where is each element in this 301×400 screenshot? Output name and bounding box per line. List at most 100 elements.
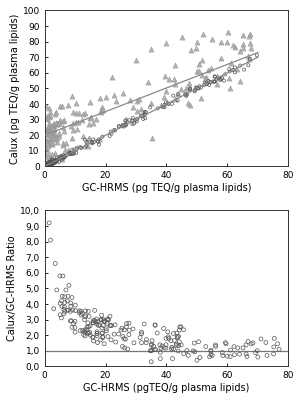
Point — [69, 147, 74, 153]
Point — [122, 327, 127, 333]
Point — [123, 117, 128, 124]
Point — [213, 74, 218, 80]
Point — [194, 357, 199, 363]
Point — [85, 324, 89, 330]
Point — [112, 331, 116, 337]
Point — [71, 150, 76, 157]
Point — [194, 38, 199, 45]
Point — [144, 336, 149, 343]
Point — [95, 330, 99, 336]
Point — [238, 78, 243, 84]
Point — [153, 322, 158, 328]
Point — [80, 133, 85, 139]
Point — [203, 343, 208, 350]
Point — [254, 52, 259, 58]
Point — [62, 304, 67, 310]
Point — [45, 161, 50, 167]
Point — [250, 340, 255, 346]
Point — [138, 106, 143, 112]
Point — [48, 125, 53, 131]
Point — [59, 315, 64, 321]
Point — [49, 124, 54, 131]
Point — [52, 159, 57, 165]
Point — [44, 115, 49, 122]
Point — [134, 57, 138, 64]
Point — [232, 69, 237, 76]
Point — [172, 337, 177, 344]
Point — [225, 353, 230, 359]
Point — [95, 321, 99, 327]
Point — [122, 345, 127, 351]
Point — [43, 143, 48, 150]
Point — [53, 157, 57, 163]
Point — [74, 119, 79, 125]
Point — [169, 344, 174, 350]
Point — [71, 109, 76, 116]
Point — [135, 118, 139, 124]
Point — [56, 120, 61, 126]
Point — [141, 116, 146, 122]
Point — [49, 150, 54, 157]
Point — [58, 154, 63, 160]
Point — [91, 139, 96, 145]
Point — [82, 314, 87, 320]
Point — [70, 324, 74, 331]
Point — [61, 142, 66, 148]
Point — [214, 81, 219, 88]
Point — [54, 287, 59, 293]
Point — [45, 112, 50, 119]
Point — [55, 157, 60, 164]
Point — [91, 334, 95, 340]
Point — [183, 90, 188, 97]
Point — [47, 160, 52, 167]
Point — [123, 121, 128, 127]
Point — [220, 352, 225, 359]
Point — [44, 163, 49, 170]
Point — [100, 334, 105, 340]
Point — [69, 123, 73, 129]
Point — [89, 114, 94, 120]
Point — [275, 340, 280, 347]
Point — [85, 330, 90, 337]
Point — [47, 162, 51, 169]
Point — [59, 103, 64, 110]
Point — [86, 330, 91, 336]
Point — [65, 102, 70, 108]
Point — [162, 94, 167, 100]
Point — [48, 160, 53, 167]
Point — [127, 327, 132, 334]
Point — [100, 330, 104, 336]
Point — [210, 352, 215, 359]
Point — [52, 150, 57, 156]
Point — [51, 158, 56, 164]
Point — [179, 342, 184, 348]
Point — [77, 308, 82, 314]
Point — [245, 353, 250, 360]
Point — [149, 46, 154, 53]
Point — [43, 151, 48, 158]
Point — [99, 107, 104, 113]
Point — [62, 154, 67, 160]
Point — [95, 138, 100, 144]
Point — [68, 150, 73, 156]
Point — [50, 158, 55, 164]
Point — [52, 160, 57, 166]
Point — [159, 345, 163, 351]
Point — [127, 97, 132, 103]
Point — [49, 156, 54, 163]
Point — [181, 326, 186, 333]
Point — [47, 163, 52, 170]
Point — [54, 120, 59, 126]
Point — [106, 316, 110, 322]
Point — [110, 74, 115, 80]
Point — [271, 351, 276, 357]
Point — [44, 163, 48, 170]
Point — [81, 331, 86, 338]
Point — [86, 143, 91, 149]
Point — [232, 352, 237, 358]
Point — [165, 99, 170, 106]
Point — [140, 112, 144, 119]
Point — [49, 128, 54, 134]
Point — [53, 159, 58, 165]
Point — [51, 123, 56, 129]
